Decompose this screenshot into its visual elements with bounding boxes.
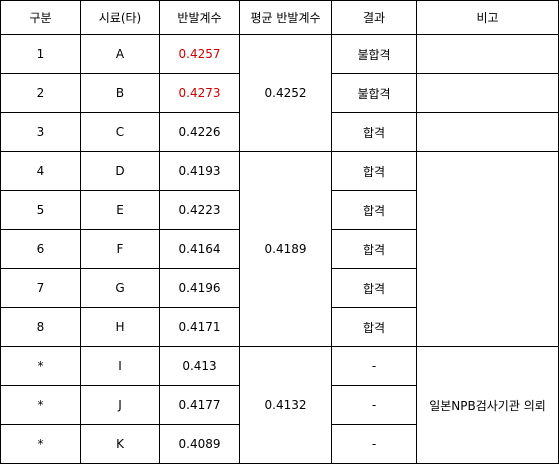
row-sample: D [80, 151, 160, 191]
header-note: 비고 [416, 0, 559, 35]
row-sample: E [80, 190, 160, 230]
row-no: 2 [0, 73, 81, 113]
row-coefficient: 0.4223 [159, 190, 240, 230]
group-note: 일본NPB검사기관 의뢰 [416, 346, 559, 464]
row-result: - [331, 346, 417, 386]
row-coefficient: 0.4089 [159, 424, 240, 464]
row-sample: I [80, 346, 160, 386]
row-no: 4 [0, 151, 81, 191]
row-result: 합격 [331, 151, 417, 191]
group-average: 0.4132 [239, 346, 332, 464]
row-sample: J [80, 385, 160, 425]
row-sample: H [80, 307, 160, 347]
row-result: 불합격 [331, 73, 417, 113]
row-result: 불합격 [331, 34, 417, 74]
row-sample: G [80, 268, 160, 308]
header-coefficient: 반발계수 [159, 0, 240, 35]
row-no: * [0, 346, 81, 386]
row-result: 합격 [331, 268, 417, 308]
table-row: 6 F 0.4164 합격 [0, 229, 559, 269]
row-no: 7 [0, 268, 81, 308]
row-result: 합격 [331, 190, 417, 230]
table-row: 1 A 0.4257 0.4252 불합격 [0, 34, 559, 152]
row-result: 합격 [331, 112, 417, 152]
header-no: 구분 [0, 0, 81, 35]
row-sample: F [80, 229, 160, 269]
row-result: - [331, 424, 417, 464]
header-row: 구분 시료(타) 반발계수 평균 반발계수 결과 비고 [0, 0, 559, 35]
table-row: * I 0.413 0.4132 - 일본NPB검사기관 의뢰 [0, 346, 559, 464]
row-coefficient: 0.4164 [159, 229, 240, 269]
table-row: 4 D 0.4193 0.4189 합격 [0, 151, 559, 347]
header-sample: 시료(타) [80, 0, 160, 35]
row-note [416, 34, 559, 74]
row-no: * [0, 424, 81, 464]
row-sample: A [80, 34, 160, 74]
group-average: 0.4252 [239, 34, 332, 152]
row-result: 합격 [331, 229, 417, 269]
row-coefficient: 0.4257 [159, 34, 240, 74]
row-no: 3 [0, 112, 81, 152]
row-sample: C [80, 112, 160, 152]
row-coefficient: 0.4196 [159, 268, 240, 308]
row-coefficient: 0.4226 [159, 112, 240, 152]
group-average: 0.4189 [239, 151, 332, 347]
group-note [416, 151, 559, 347]
row-sample: K [80, 424, 160, 464]
row-result: - [331, 385, 417, 425]
row-no: 6 [0, 229, 81, 269]
row-coefficient: 0.4171 [159, 307, 240, 347]
row-no: 5 [0, 190, 81, 230]
row-result: 합격 [331, 307, 417, 347]
row-coefficient: 0.4177 [159, 385, 240, 425]
row-coefficient: 0.413 [159, 346, 240, 386]
row-note [416, 112, 559, 152]
row-no: * [0, 385, 81, 425]
header-result: 결과 [331, 0, 417, 35]
header-average: 평균 반발계수 [239, 0, 332, 35]
row-coefficient: 0.4193 [159, 151, 240, 191]
row-no: 1 [0, 34, 81, 74]
row-no: 8 [0, 307, 81, 347]
table-row: 2 B 0.4273 불합격 [0, 73, 559, 113]
table-row: 5 E 0.4223 합격 [0, 190, 559, 230]
row-sample: B [80, 73, 160, 113]
row-coefficient: 0.4273 [159, 73, 240, 113]
row-note [416, 73, 559, 113]
table-row: 3 C 0.4226 합격 [0, 112, 559, 152]
table-row: * K 0.4089 - [0, 424, 559, 464]
